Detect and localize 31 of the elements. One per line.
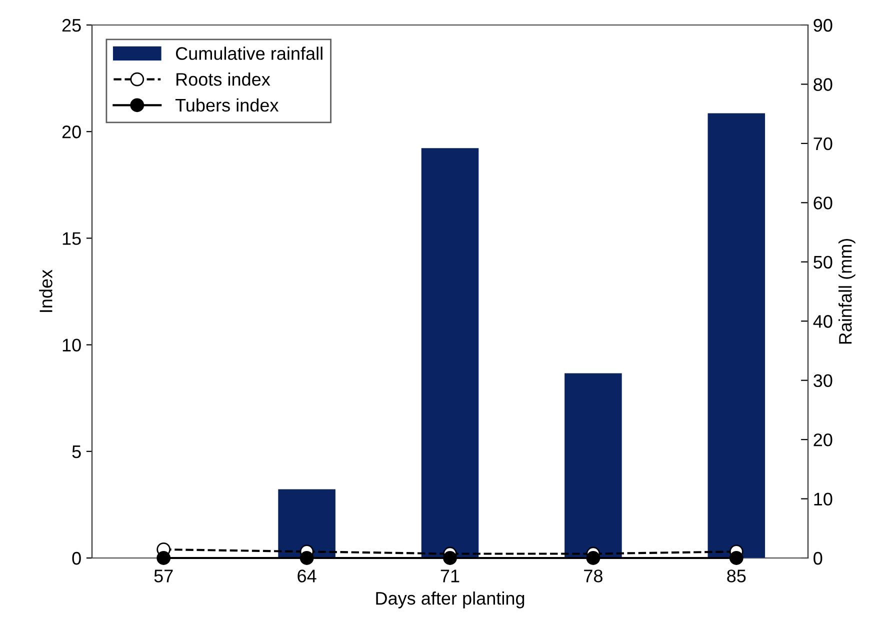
y2-tick-label: 10 [814, 492, 832, 506]
y-axis-title: Index [39, 270, 52, 312]
y2-axis-title: Rainfall (mm) [838, 238, 856, 344]
y-tick-label: 15 [62, 232, 81, 245]
x-tick-label: 71 [440, 570, 460, 582]
x-axis-title: Days after planting [376, 592, 524, 608]
y2-tick-label: 50 [814, 256, 832, 269]
y2-tick-label: 40 [813, 315, 832, 328]
y-tick-label: 25 [62, 18, 81, 32]
y2-tick-label: 90 [814, 18, 832, 32]
y-tick-label: 0 [72, 552, 81, 565]
legend-label: Tubers index [175, 98, 279, 112]
y2-tick-label: 0 [814, 552, 822, 565]
x-tick-label: 57 [154, 570, 173, 582]
x-tick-label: 64 [298, 570, 316, 582]
bar [564, 373, 622, 558]
bar [421, 148, 479, 558]
legend-label: Roots index [176, 72, 270, 86]
x-tick-label: 78 [584, 570, 602, 582]
y2-tick-label: 80 [814, 78, 832, 91]
bar [708, 113, 766, 558]
bar [278, 489, 336, 558]
y2-tick-label: 30 [814, 374, 832, 388]
y2-tick-label: 70 [814, 137, 832, 150]
y2-tick-label: 20 [814, 433, 832, 446]
y-tick-label: 20 [62, 126, 81, 138]
y-tick-label: 5 [72, 446, 81, 458]
y2-tick-label: 60 [814, 196, 832, 210]
y-tick-label: 10 [62, 338, 81, 352]
x-tick-label: 85 [727, 570, 746, 582]
legend-label: Cumulative rainfall [176, 46, 322, 60]
